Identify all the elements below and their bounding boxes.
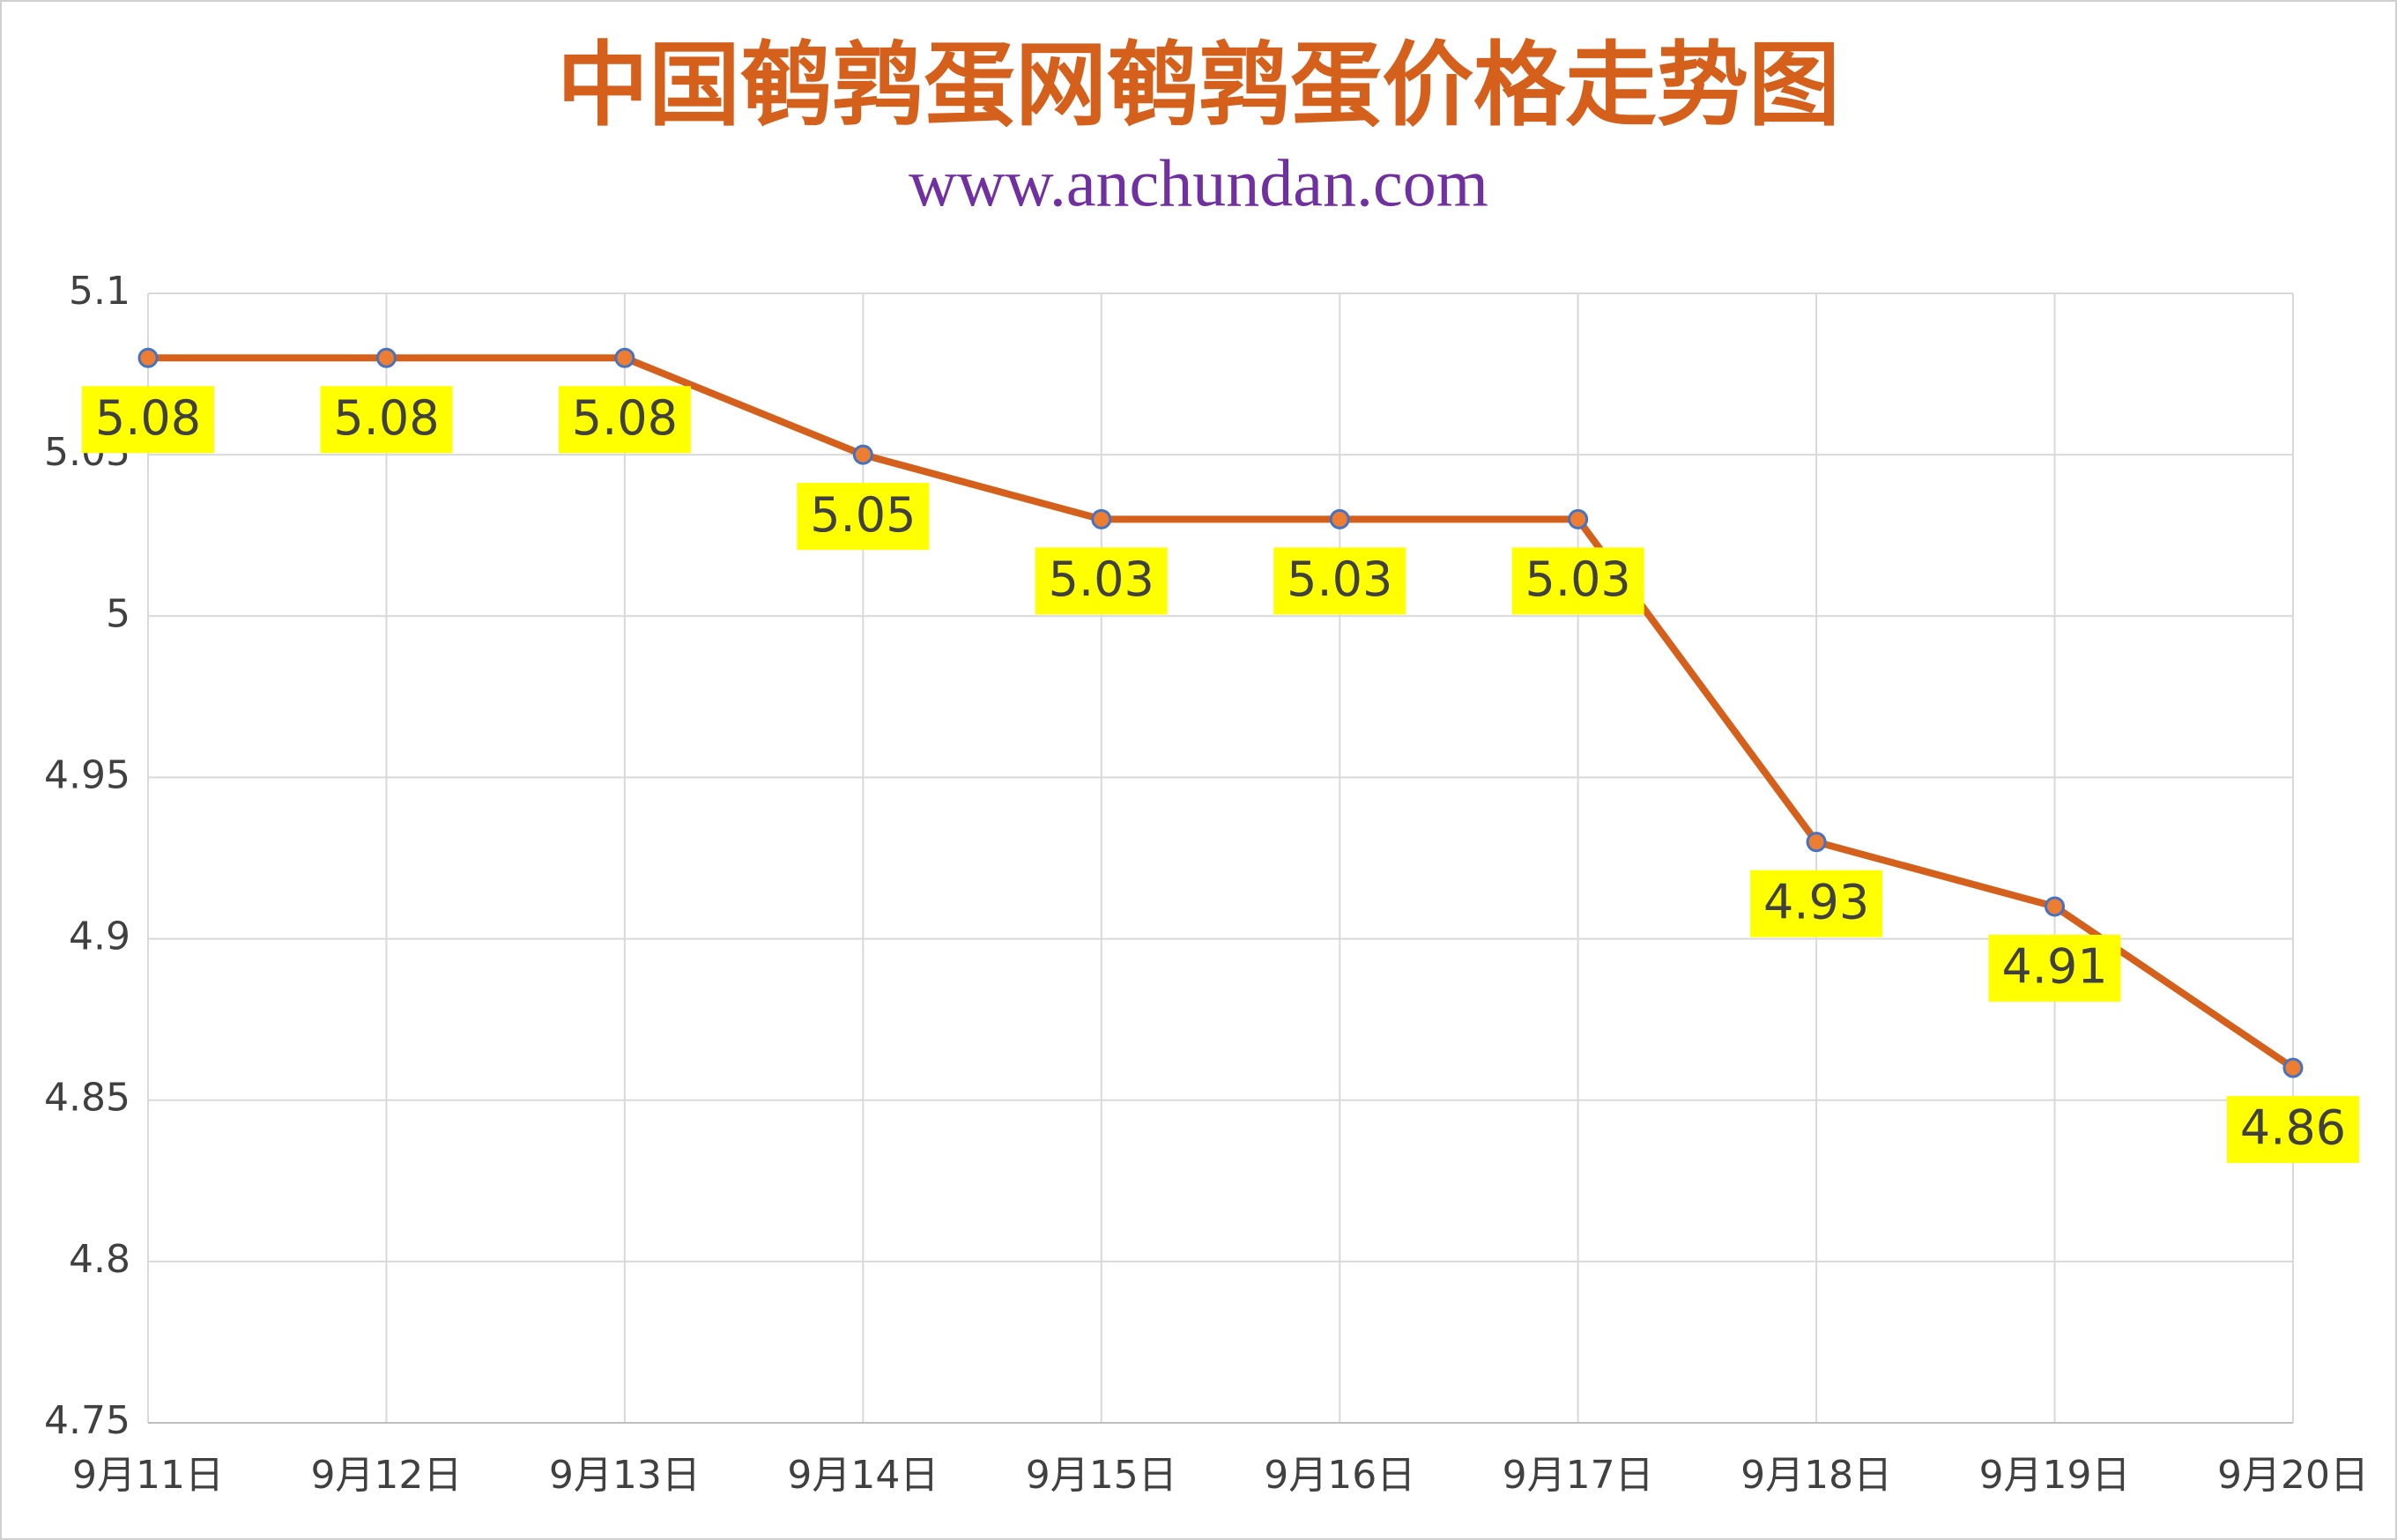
y-tick-label: 4.75	[44, 1398, 130, 1443]
x-tick-label: 9月16日	[1264, 1453, 1415, 1498]
data-label-box	[1750, 870, 1883, 937]
marker	[852, 444, 873, 465]
marker	[1091, 508, 1112, 529]
data-label: 4.91	[2001, 939, 2107, 995]
marker	[1568, 508, 1589, 529]
marker	[1806, 832, 1827, 853]
data-label-box	[320, 386, 453, 454]
marker	[2044, 896, 2066, 917]
marker	[2282, 1057, 2304, 1078]
x-tick-label: 9月13日	[549, 1453, 701, 1498]
x-tick-label: 9月12日	[310, 1453, 462, 1498]
x-tick-label: 9月14日	[787, 1453, 939, 1498]
data-label-box	[1273, 547, 1406, 615]
x-tick-label: 9月19日	[1979, 1453, 2131, 1498]
data-label-box	[2227, 1096, 2359, 1164]
data-label: 4.93	[1763, 874, 1869, 929]
data-label: 5.03	[1525, 552, 1631, 607]
data-label-box	[797, 483, 930, 551]
chart-subtitle: www.anchundan.com	[909, 146, 1488, 220]
data-label-box	[1035, 547, 1168, 615]
data-label-box	[558, 386, 691, 454]
y-tick-label: 5.1	[69, 269, 130, 314]
data-label: 5.03	[1287, 552, 1392, 607]
x-tick-label: 9月15日	[1026, 1453, 1177, 1498]
marker	[375, 347, 397, 368]
marker	[137, 347, 159, 368]
chart-title: 中国鹌鹑蛋网鹌鹑蛋价格走势图	[557, 31, 1840, 138]
data-label: 5.05	[810, 487, 916, 543]
data-label-box	[82, 386, 214, 454]
y-tick-label: 4.8	[69, 1237, 130, 1282]
x-tick-label: 9月17日	[1503, 1453, 1654, 1498]
y-tick-label: 5	[106, 591, 130, 636]
x-tick-label: 9月11日	[72, 1453, 224, 1498]
data-label: 5.08	[333, 390, 439, 446]
data-label: 5.08	[572, 390, 678, 446]
marker	[1329, 508, 1350, 529]
marker	[614, 347, 635, 368]
x-tick-label: 9月20日	[2217, 1453, 2369, 1498]
y-tick-label: 4.95	[44, 752, 130, 797]
data-label-box	[1988, 934, 2121, 1002]
data-label: 5.03	[1049, 552, 1154, 607]
data-label: 4.86	[2240, 1100, 2346, 1156]
x-tick-label: 9月18日	[1740, 1453, 1892, 1498]
y-tick-label: 4.85	[44, 1076, 130, 1121]
y-tick-label: 4.9	[69, 914, 130, 959]
data-label: 5.08	[95, 390, 201, 446]
data-label-box	[1511, 547, 1644, 615]
line	[148, 354, 2296, 1071]
